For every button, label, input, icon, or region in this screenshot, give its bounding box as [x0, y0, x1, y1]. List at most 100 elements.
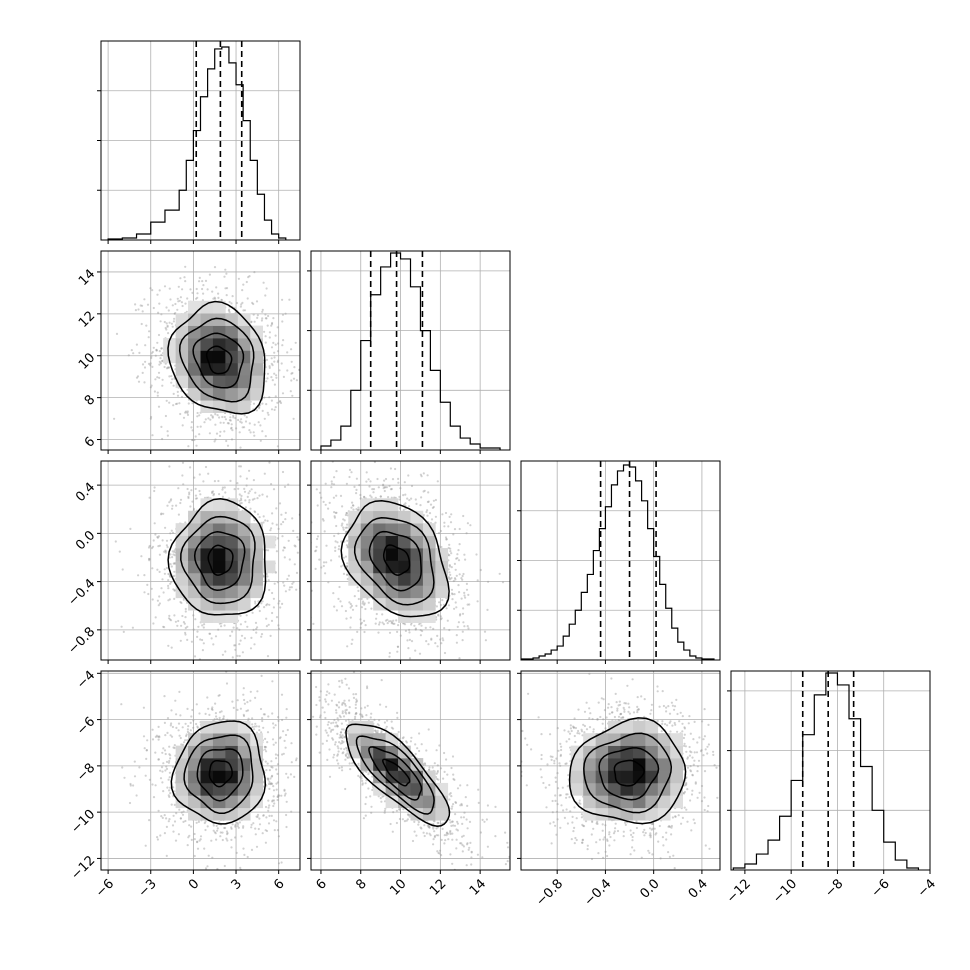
density-cell — [188, 572, 201, 586]
scatter-point — [313, 382, 315, 384]
scatter-point — [213, 440, 216, 443]
scatter-point — [272, 317, 275, 320]
scatter-point — [261, 493, 264, 496]
scatter-point — [215, 286, 218, 289]
scatter-point — [477, 679, 479, 681]
scatter-point — [307, 469, 309, 471]
scatter-point — [322, 500, 325, 503]
scatter-point — [213, 831, 216, 834]
scatter-point — [223, 624, 226, 627]
scatter-point — [264, 335, 267, 338]
scatter-point — [135, 376, 139, 379]
scatter-point — [186, 388, 189, 391]
scatter-point — [181, 288, 184, 291]
scatter-point — [253, 320, 256, 323]
scatter-point — [283, 794, 286, 797]
scatter-point — [115, 332, 119, 335]
scatter-point — [448, 565, 451, 568]
scatter-point — [419, 473, 422, 476]
scatter-point — [192, 628, 195, 631]
scatter-point — [135, 343, 138, 346]
scatter-point — [212, 643, 215, 646]
scatter-point — [177, 513, 180, 516]
scatter-point — [183, 622, 186, 625]
scatter-point — [301, 548, 303, 550]
scatter-point — [177, 285, 180, 288]
scatter-point — [377, 486, 380, 489]
scatter-point — [169, 619, 173, 622]
scatter-point — [189, 505, 192, 508]
scatter-point — [181, 813, 185, 816]
scatter-point — [456, 557, 459, 560]
density-cell — [225, 610, 239, 623]
density-cell — [410, 535, 424, 549]
panel-frame — [730, 670, 931, 871]
scatter-point — [155, 349, 158, 352]
scatter-point — [302, 611, 304, 613]
scatter-point — [249, 507, 252, 510]
scatter-point — [145, 324, 148, 327]
scatter-point — [168, 789, 171, 792]
scatter-point — [466, 625, 469, 628]
scatter-point — [176, 624, 179, 627]
scatter-point — [165, 854, 168, 858]
scatter-point — [334, 546, 337, 549]
scatter-point — [265, 317, 268, 320]
scatter-point — [292, 377, 296, 380]
scatter-point — [268, 366, 271, 369]
scatter-point — [346, 523, 349, 526]
density-cell — [200, 300, 214, 314]
density-cell — [360, 510, 374, 524]
density-cell — [175, 572, 189, 586]
scatter-point — [293, 544, 296, 547]
scatter-point — [157, 545, 160, 548]
scatter-point — [346, 645, 349, 648]
scatter-point — [325, 561, 328, 564]
scatter-point — [289, 773, 292, 776]
scatter-point — [169, 532, 172, 535]
scatter-point — [148, 558, 151, 561]
scatter-point — [157, 311, 160, 314]
scatter-point — [159, 834, 162, 837]
density-cell — [212, 560, 226, 574]
scatter-point — [239, 465, 242, 468]
scatter-point — [253, 434, 256, 437]
scatter-point — [260, 674, 263, 678]
scatter-point — [183, 276, 186, 279]
scatter-point — [370, 496, 373, 499]
scatter-point — [450, 552, 453, 555]
scatter-point — [151, 738, 155, 741]
scatter-point — [369, 494, 372, 497]
density-cell — [212, 325, 226, 339]
density-cell — [250, 375, 263, 389]
scatter-point — [391, 443, 393, 445]
scatter-point — [239, 866, 242, 870]
scatter-point — [265, 572, 268, 576]
scatter-point — [190, 715, 193, 718]
scatter-point — [396, 645, 399, 648]
scatter-point — [287, 574, 290, 577]
scatter-point — [308, 487, 310, 489]
scatter-point — [276, 581, 279, 584]
scatter-point — [232, 414, 235, 417]
scatter-point — [240, 303, 243, 306]
scatter-point — [223, 430, 226, 433]
scatter-point — [213, 266, 217, 269]
scatter-point — [462, 514, 465, 518]
scatter-point — [461, 639, 464, 642]
scatter-point — [191, 500, 194, 503]
scatter-point — [184, 633, 187, 636]
scatter-point — [436, 480, 439, 483]
scatter-point — [273, 356, 276, 359]
scatter-point — [186, 728, 189, 731]
scatter-point — [165, 760, 169, 764]
scatter-point — [143, 381, 146, 384]
contour-level-2 — [180, 515, 256, 605]
density-cell — [225, 400, 239, 413]
scatter-point — [410, 623, 413, 626]
scatter-point — [207, 472, 210, 475]
scatter-point — [202, 292, 205, 295]
scatter-point — [205, 496, 209, 499]
scatter-point — [291, 517, 294, 520]
scatter-point — [358, 484, 361, 487]
